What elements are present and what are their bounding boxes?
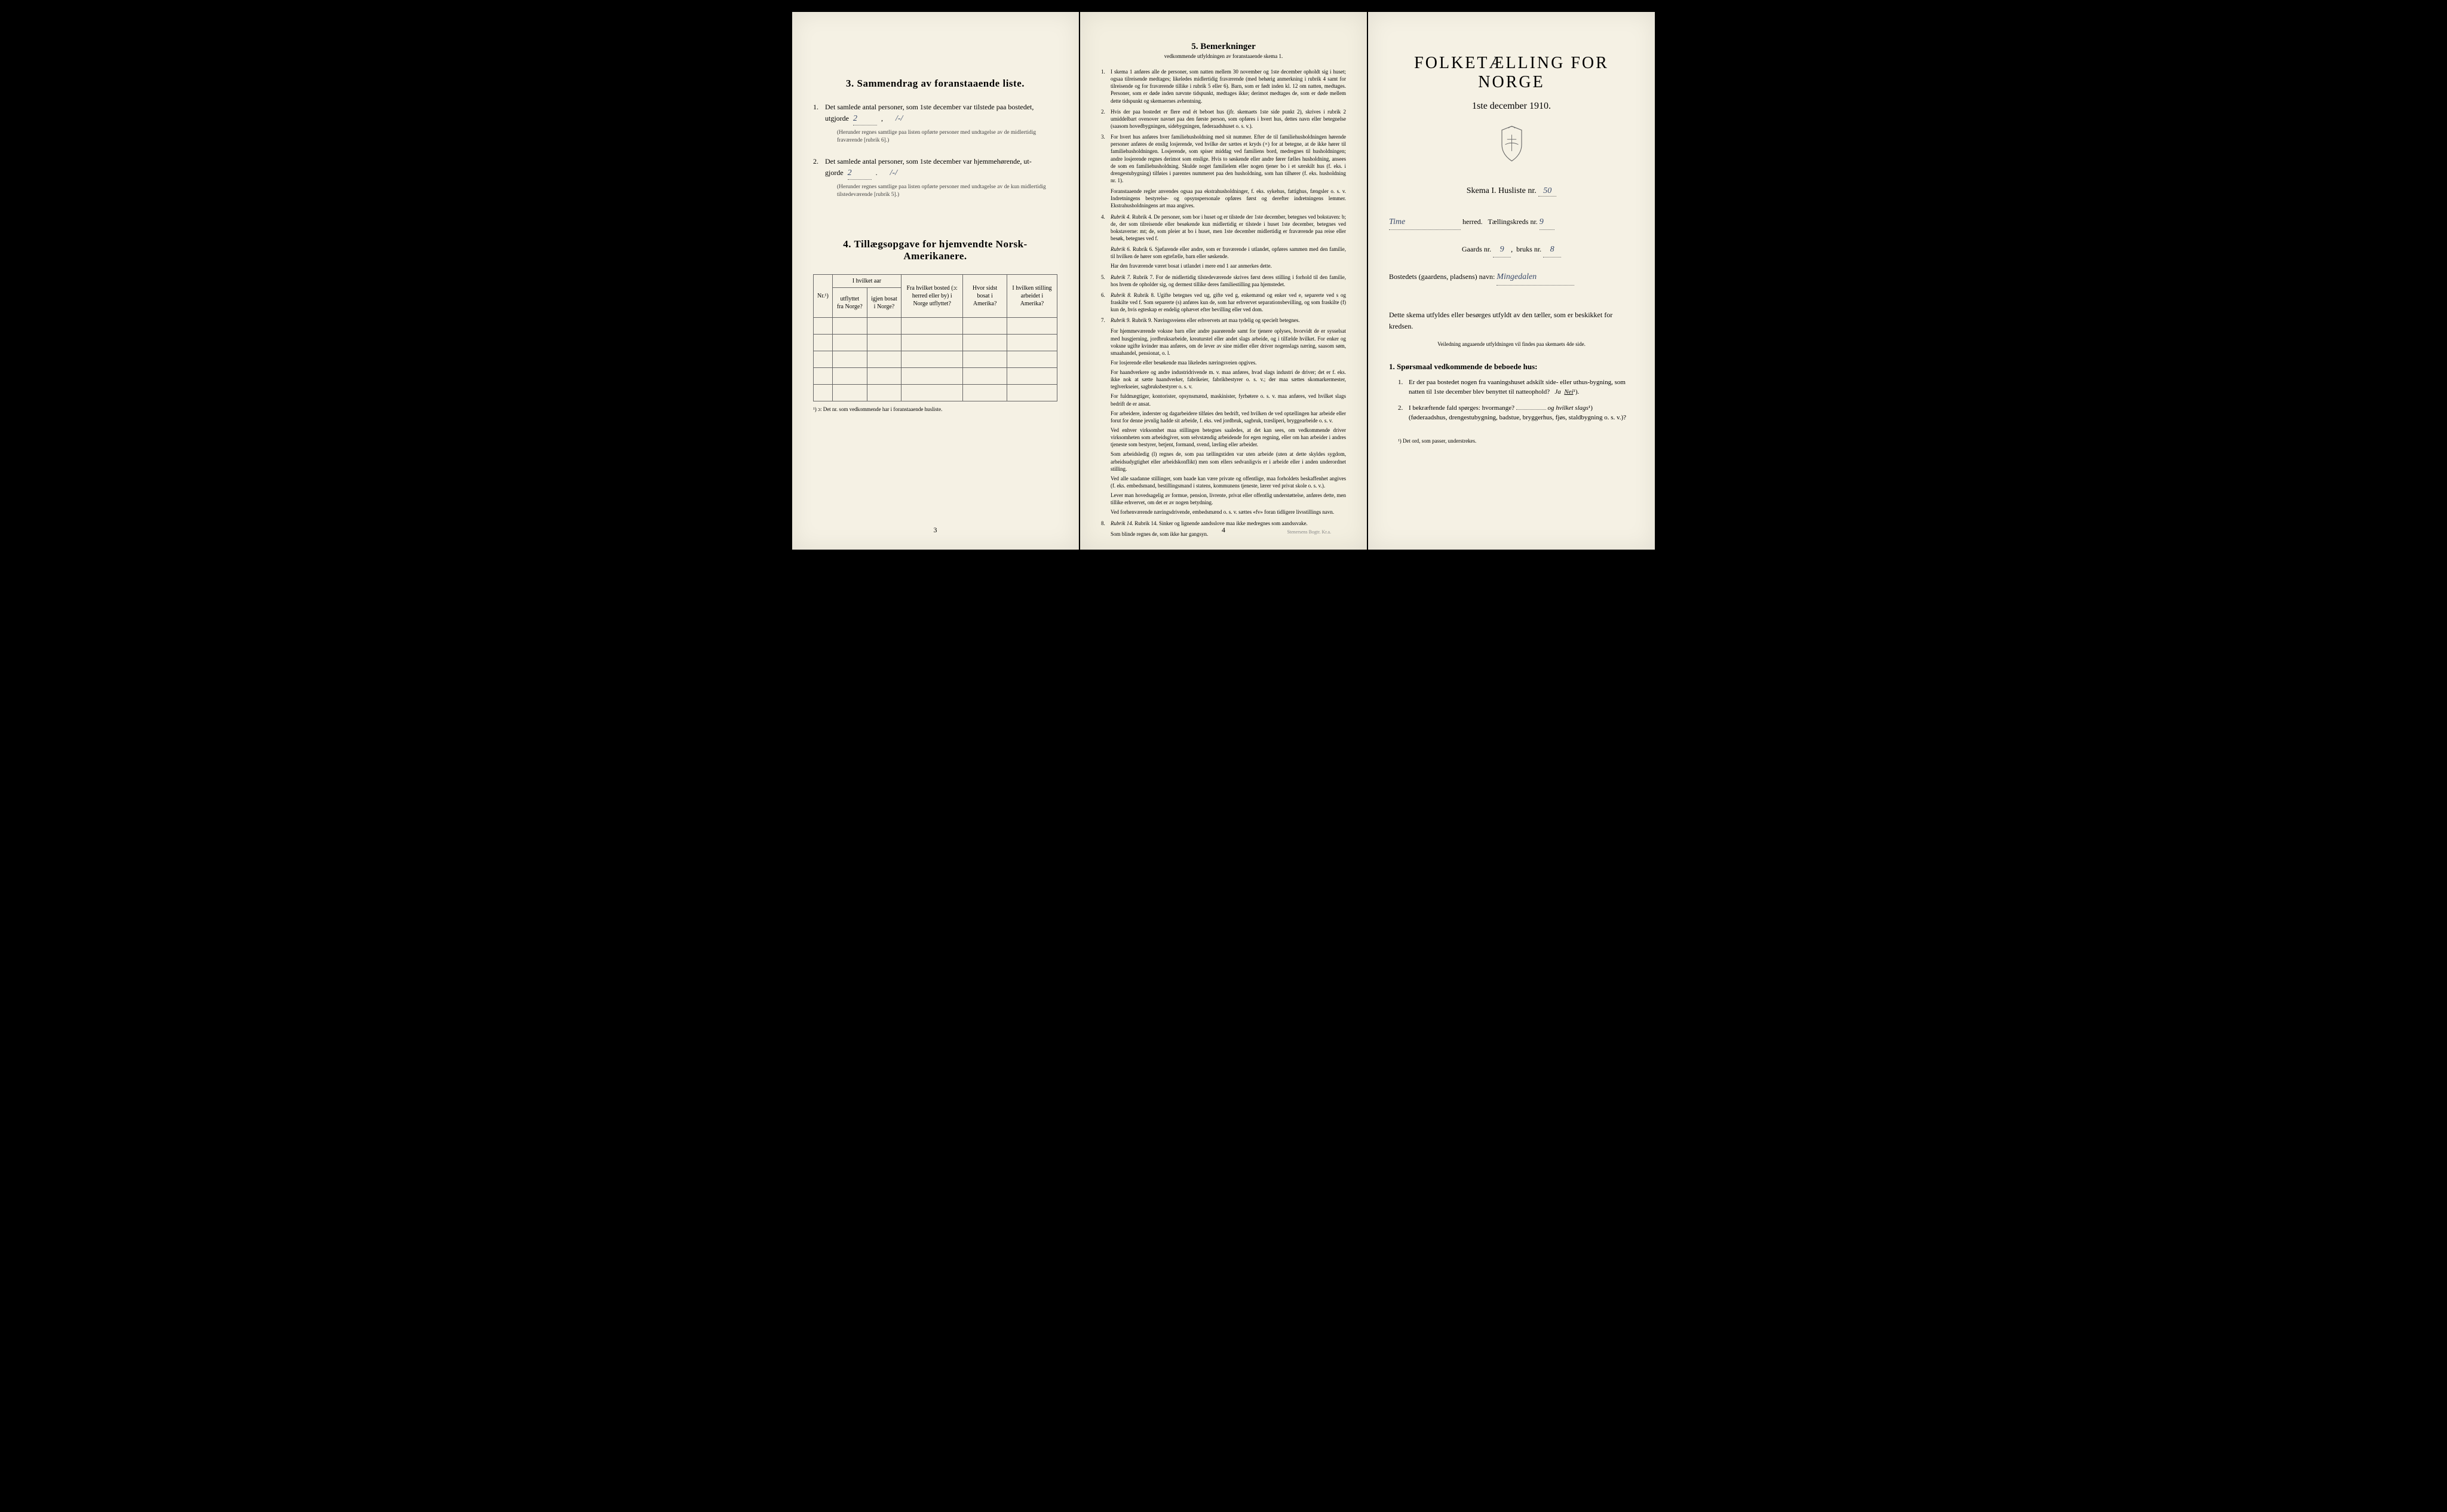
section-3-title: 3. Sammendrag av foranstaaende liste. [813,78,1057,90]
col-nr: Nr.¹) [814,275,833,318]
remark-7i: Lever man hovedsagelig av formue, pensio… [1111,492,1346,506]
remark-7a: For hjemmeværende voksne barn eller andr… [1111,327,1346,357]
section-4-title: 4. Tillægsopgave for hjemvendte Norsk-Am… [813,238,1057,262]
col-bosted: Fra hvilket bosted (ɔ: herred eller by) … [901,275,963,318]
remark-4b: Rubrik 6. Rubrik 6. Sjøfarende eller and… [1111,246,1346,260]
question-1: 1. Er der paa bostedet nogen fra vaaning… [1398,378,1634,397]
col-stilling: I hvilken stilling arbeidet i Amerika? [1007,275,1057,318]
instructions-sub: Veiledning angaaende utfyldningen vil fi… [1389,341,1634,347]
page-number: 4 [1222,526,1225,535]
item-2: 2. Det samlede antal personer, som 1ste … [813,156,1057,203]
remark-7: 7.Rubrik 9. Rubrik 9. Næringsveiens elle… [1101,317,1346,324]
census-date: 1ste december 1910. [1389,101,1634,112]
remark-7c: For haandverkere og andre industridriven… [1111,369,1346,390]
remark-4c: Har den fraværende været bosat i utlande… [1111,262,1346,269]
panel-left: 3. Sammendrag av foranstaaende liste. 1.… [792,12,1079,550]
remark-3b: Foranstaaende regler anvendes ogsaa paa … [1111,188,1346,209]
item-number: 2. [813,156,825,203]
panel-center: 5. Bemerkninger vedkommende utfyldningen… [1080,12,1367,550]
remark-7b: For losjerende eller besøkende maa likel… [1111,359,1346,366]
norway-crest-icon [1389,124,1634,168]
table-row [814,335,1057,351]
remark-7j: Ved forhenværende næringsdrivende, embed… [1111,508,1346,516]
remark-3: 3.For hvert hus anføres hver familiehush… [1101,133,1346,184]
table-row [814,385,1057,401]
skema-line: Skema I. Husliste nr. 50 [1389,186,1634,197]
remark-7g: Som arbeidsledig (l) regnes de, som paa … [1111,450,1346,472]
remark-7f: Ved enhver virksomhet maa stillingen bet… [1111,427,1346,448]
trifold-document: 3. Sammendrag av foranstaaende liste. 1.… [792,12,1655,550]
item-number: 1. [813,102,825,149]
page-number: 3 [934,526,937,535]
section-5-subtitle: vedkommende utfyldningen av foranstaaend… [1101,53,1346,59]
question-header: 1. Spørsmaal vedkommende de beboede hus: [1389,362,1634,372]
table-row [814,318,1057,335]
printer-mark: Stenersens Bogtr. Kr.a. [1287,529,1331,535]
bosted-line: Bostedets (gaardens, pladsens) navn: Min… [1389,269,1634,285]
col-amerika: Hvor sidst bosat i Amerika? [963,275,1007,318]
section-5-title: 5. Bemerkninger [1101,42,1346,52]
item-text: Det samlede antal personer, som 1ste dec… [825,156,1057,203]
remark-2: 2.Hvis der paa bostedet er flere end ét … [1101,108,1346,130]
amerikanere-table: Nr.¹) I hvilket aar Fra hvilket bosted (… [813,274,1057,401]
table-row [814,351,1057,368]
footnote: ¹) Det ord, som passer, understrekes. [1398,438,1634,444]
panel-right: FOLKETÆLLING FOR NORGE 1ste december 191… [1368,12,1655,550]
remark-7e: For arbeidere, inderster og dagarbeidere… [1111,410,1346,424]
gaards-line: Gaards nr. 9, bruks nr. 8 [1389,242,1634,257]
herred-line: Time herred. Tællingskreds nr. 9 [1389,214,1634,230]
remark-7d: For fuldmægtiger, kontorister, opsynsmæn… [1111,392,1346,407]
table-row [814,368,1057,385]
main-title: FOLKETÆLLING FOR NORGE [1389,54,1634,92]
remark-4: 4.Rubrik 4. Rubrik 4. De personer, som b… [1101,213,1346,243]
table-footnote: ¹) ɔ: Det nr. som vedkommende har i fora… [813,406,1057,412]
instructions-text: Dette skema utfyldes eller besørges utfy… [1389,309,1634,332]
remark-7h: Ved alle saadanne stillinger, som baade … [1111,475,1346,489]
item-1: 1. Det samlede antal personer, som 1ste … [813,102,1057,149]
col-aar: I hvilket aar [832,275,901,288]
item-text: Det samlede antal personer, som 1ste dec… [825,102,1057,149]
remark-1: 1.I skema 1 anføres alle de personer, so… [1101,68,1346,105]
remark-6: 6.Rubrik 8. Rubrik 8. Ugifte betegnes ve… [1101,292,1346,313]
question-2: 2. I bekræftende fald spørges: hvormange… [1398,403,1634,423]
remark-5: 5.Rubrik 7. Rubrik 7. For de midlertidig… [1101,274,1346,288]
